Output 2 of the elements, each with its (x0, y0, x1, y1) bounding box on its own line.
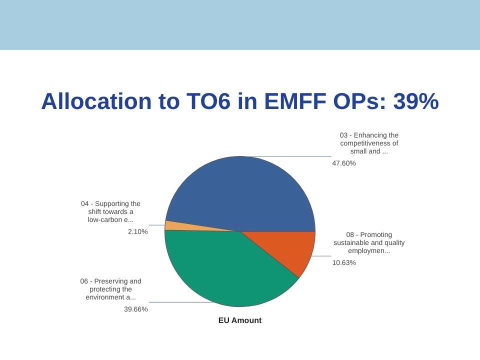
chart-title: Allocation to TO6 in EMFF OPs: 39% (40, 88, 440, 115)
text: EU Amount (218, 316, 262, 325)
